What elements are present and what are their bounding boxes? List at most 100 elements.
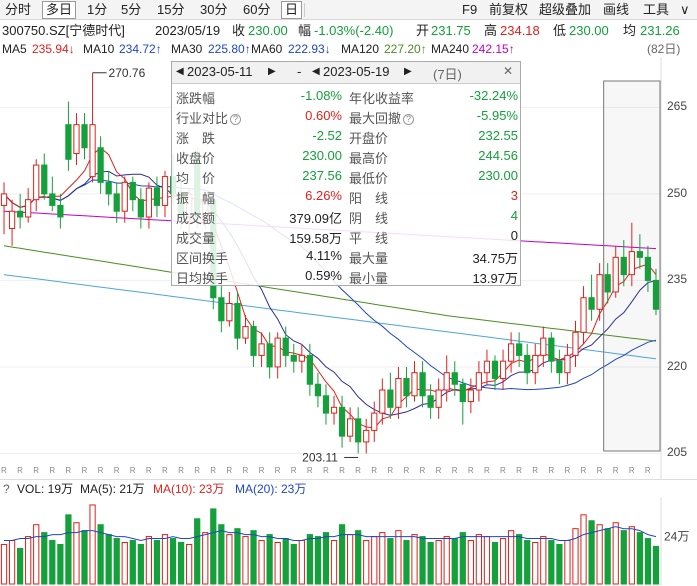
high-price-label: 270.76 (109, 66, 146, 80)
candle (226, 291, 233, 327)
caret-left-icon[interactable]: ◀ (176, 66, 184, 77)
candle-body-down (403, 377, 410, 397)
kline-chart[interactable]: 270.76 203.11 R R R R R R R R R R R R R R R R R R R R R R R R R R R R… (0, 57, 697, 479)
tab-60min[interactable]: 60分 (243, 2, 271, 17)
avg-label: 均 (623, 23, 637, 38)
tab-daily[interactable]: 多日 (42, 1, 77, 19)
volume-bar-down (427, 542, 434, 585)
end-date[interactable]: 2023-05-19 (323, 64, 390, 79)
low-price-label: 203.11 (302, 450, 338, 464)
stat-value: 230.00 (302, 148, 342, 163)
r-marker: R (420, 466, 426, 475)
volume-bar-down (556, 543, 563, 585)
chevron-down-icon[interactable]: ∨ (680, 2, 690, 17)
toolbar-divider (304, 3, 305, 17)
volume-bar-up (435, 540, 442, 585)
r-marker: R (516, 466, 522, 475)
volume-ma-line (4, 526, 657, 542)
candle-body-up (371, 412, 378, 431)
volume-bar-up (186, 543, 193, 585)
help-icon[interactable]: ? (3, 482, 10, 496)
adjust-button[interactable]: 前复权 (489, 2, 529, 17)
interval-selection-box (603, 80, 661, 452)
tab-5min[interactable]: 5分 (121, 2, 142, 17)
r-marker: R (468, 466, 474, 475)
r-marker: R (645, 466, 651, 475)
volume-bar-down (113, 538, 120, 585)
stat-label: 均 价 (176, 171, 216, 186)
stat-value: 0 (510, 228, 518, 243)
tab-1min[interactable]: 1分 (87, 2, 108, 17)
tools-button[interactable]: 工具 (643, 2, 670, 17)
candle-body-down (338, 406, 346, 437)
tab-15min[interactable]: 15分 (157, 2, 185, 17)
f9-button[interactable]: F9 (462, 2, 478, 17)
volume-bar-down (49, 540, 56, 585)
r-marker: R (307, 466, 313, 475)
volume-bar-up (161, 534, 169, 585)
candle (652, 268, 660, 316)
interval-stats-popup: ◀ 2023-05-11 ▶ - ◀ 2023-05-19 ▶ (7日) ✕ 涨… (171, 61, 521, 286)
low-value: 230.00 (569, 23, 609, 38)
close-icon[interactable]: ✕ (503, 64, 514, 78)
start-date[interactable]: 2023-05-11 (187, 64, 253, 79)
volume-bar-down (266, 534, 273, 585)
price-tick-label: 205 (666, 445, 687, 460)
tab-minute[interactable]: 分时 (5, 2, 32, 17)
candle (49, 176, 56, 212)
stat-value: 4 (510, 208, 518, 223)
volume-bar-down (57, 543, 64, 585)
help-icon[interactable]: ? (230, 114, 242, 125)
candle (363, 418, 370, 454)
volume-bar-down (97, 524, 104, 585)
candle-body-down (491, 360, 499, 379)
candle-body-up (475, 372, 483, 391)
help-icon[interactable]: ? (403, 114, 415, 125)
low-label: 低 (553, 23, 567, 38)
overlay-button[interactable]: 超级叠加 (539, 2, 592, 17)
volume-svg[interactable]: 24万 (0, 497, 697, 586)
stat-label: 最大回撤? (349, 108, 415, 127)
tab-day-select[interactable]: 日 (281, 1, 303, 19)
tab-30min[interactable]: 30分 (200, 2, 228, 17)
volume-bar-down (210, 508, 217, 585)
candle (266, 332, 273, 379)
caret-right-icon-2[interactable]: ▶ (404, 66, 412, 77)
candle-body-down (314, 383, 322, 397)
candle (419, 361, 426, 408)
bar-count: (82日) (647, 42, 681, 56)
candle-body-up (145, 187, 153, 218)
stat-value: 3 (510, 188, 518, 203)
stat-value: 6.26% (305, 188, 342, 203)
volume-bar-down (282, 538, 289, 585)
ma-legend-row: MA5 235.94↓ MA10 234.72↑ MA30 225.80↑ MA… (0, 41, 697, 57)
candle (41, 153, 48, 200)
candle (347, 407, 354, 442)
candle (161, 170, 169, 217)
stat-label: 行业对比? (176, 108, 242, 127)
candle (636, 234, 643, 269)
high-value: 234.18 (500, 23, 540, 38)
caret-right-icon[interactable]: ▶ (268, 66, 276, 77)
high-label: 高 (484, 23, 498, 38)
ma120-label: MA120 (341, 42, 380, 56)
candle-body-down (516, 343, 523, 356)
candle-body-down (105, 181, 112, 195)
caret-left-icon-2[interactable]: ◀ (312, 66, 320, 77)
volume-chart[interactable]: 24万 (0, 497, 697, 586)
stat-value: 13.97万 (472, 271, 518, 286)
candle (596, 263, 603, 321)
candle (459, 378, 466, 425)
candle-body-down (49, 193, 56, 206)
ma5-label: MA5 (2, 42, 27, 56)
candle (572, 320, 579, 367)
candle-body-up (347, 418, 354, 437)
candle (330, 395, 338, 425)
stat-label: 最小量 (349, 271, 389, 286)
ma30-label: MA30 (171, 42, 203, 56)
stat-label: 开盘价 (349, 131, 389, 146)
candle-body-down (355, 418, 362, 443)
r-marker: R (387, 466, 393, 475)
draw-line-button[interactable]: 画线 (603, 2, 630, 17)
